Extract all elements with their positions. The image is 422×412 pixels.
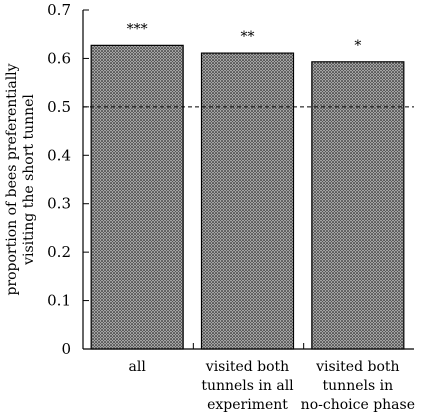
x-category-label: no-choice phase (301, 397, 415, 412)
y-axis: 0 0.1 0.2 0.3 0.4 0.5 0.6 0.7 (47, 1, 89, 358)
x-axis: all visited both tunnels in all experiment v… (83, 343, 415, 412)
x-category-label: tunnels in (323, 378, 394, 394)
y-tick-label: 0.4 (47, 146, 71, 164)
y-tick-label: 0.3 (47, 195, 71, 213)
x-category-label: all (129, 359, 147, 375)
significance-label: ** (241, 29, 255, 45)
bars: *** *** (90, 21, 405, 350)
x-category-label: tunnels in all (201, 378, 294, 394)
y-tick-label: 0.1 (47, 292, 71, 310)
y-axis-title-line: visiting the short tunnel (21, 94, 37, 266)
bar (200, 52, 295, 350)
bar (311, 61, 405, 350)
significance-label: * (354, 38, 361, 54)
y-tick-label: 0.2 (47, 243, 71, 261)
bar (90, 44, 184, 350)
y-axis-title-line: proportion of bees preferentially (4, 63, 20, 295)
y-tick-label: 0.5 (47, 98, 71, 116)
y-axis-title: proportion of bees preferentially visitin… (4, 63, 37, 295)
y-tick-label: 0.7 (47, 1, 71, 19)
y-tick-label: 0.6 (47, 49, 71, 67)
significance-label: *** (127, 21, 148, 37)
x-category-label: visited both (315, 359, 399, 375)
y-tick-label: 0 (61, 340, 71, 358)
x-category-label: visited both (205, 359, 289, 375)
x-category-label: experiment (207, 397, 288, 412)
